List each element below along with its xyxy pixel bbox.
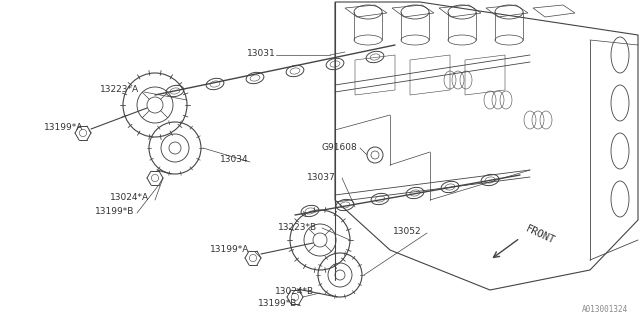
Text: 13223*A: 13223*A <box>100 85 139 94</box>
Text: A013001324: A013001324 <box>582 305 628 314</box>
Text: 13223*B: 13223*B <box>278 222 317 231</box>
Text: 13024*B: 13024*B <box>275 286 314 295</box>
Text: 13037: 13037 <box>307 172 336 181</box>
Text: 13199*B: 13199*B <box>258 299 298 308</box>
Text: 13031: 13031 <box>247 49 276 58</box>
Text: 13024*A: 13024*A <box>110 194 149 203</box>
Text: FRONT: FRONT <box>524 224 557 246</box>
Text: 13199*A: 13199*A <box>210 245 250 254</box>
Text: 13052: 13052 <box>393 228 422 236</box>
Text: 13199*A: 13199*A <box>44 124 83 132</box>
Text: 13034: 13034 <box>220 156 248 164</box>
Text: G91608: G91608 <box>322 142 358 151</box>
Text: 13199*B: 13199*B <box>95 207 134 217</box>
